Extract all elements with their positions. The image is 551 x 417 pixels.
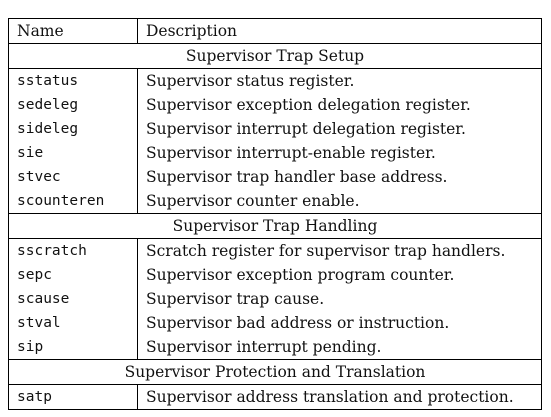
register-name: sie <box>8 141 138 165</box>
register-row: sip Supervisor interrupt pending. <box>8 335 542 360</box>
section-title: Supervisor Protection and Translation <box>8 359 542 385</box>
register-description: Supervisor trap cause. <box>137 287 542 311</box>
register-row: sepc Supervisor exception program counter… <box>8 263 542 287</box>
register-description: Supervisor exception delegation register… <box>137 93 542 117</box>
register-row: satp Supervisor address translation and p… <box>8 384 542 410</box>
register-row: stvec Supervisor trap handler base addres… <box>8 165 542 189</box>
register-description: Supervisor counter enable. <box>137 189 542 214</box>
register-description: Supervisor trap handler base address. <box>137 165 542 189</box>
register-description: Supervisor bad address or instruction. <box>137 311 542 335</box>
section-heading-row: Supervisor Protection and Translation <box>8 359 542 385</box>
section-title: Supervisor Trap Handling <box>8 213 542 239</box>
register-row: sedeleg Supervisor exception delegation r… <box>8 93 542 117</box>
register-table: Name Description Supervisor Trap Setup ss… <box>8 18 542 410</box>
register-row: stval Supervisor bad address or instructi… <box>8 311 542 335</box>
register-name: satp <box>8 384 138 410</box>
register-name: scounteren <box>8 189 138 214</box>
header-description: Description <box>137 18 542 44</box>
section-heading-row: Supervisor Trap Handling <box>8 213 542 239</box>
register-description: Scratch register for supervisor trap han… <box>137 238 542 263</box>
register-table-body: Name Description Supervisor Trap Setup ss… <box>8 18 542 410</box>
register-description: Supervisor exception program counter. <box>137 263 542 287</box>
register-name: sstatus <box>8 68 138 93</box>
register-description: Supervisor address translation and prote… <box>137 384 542 410</box>
register-row: sstatus Supervisor status register. <box>8 68 542 93</box>
register-name: sedeleg <box>8 93 138 117</box>
register-description: Supervisor interrupt delegation register… <box>137 117 542 141</box>
register-row: scause Supervisor trap cause. <box>8 287 542 311</box>
register-name: sideleg <box>8 117 138 141</box>
register-name: sepc <box>8 263 138 287</box>
header-name: Name <box>8 18 138 44</box>
register-name: stval <box>8 311 138 335</box>
register-name: scause <box>8 287 138 311</box>
register-row: scounteren Supervisor counter enable. <box>8 189 542 214</box>
register-name: stvec <box>8 165 138 189</box>
section-title: Supervisor Trap Setup <box>8 43 542 69</box>
register-description: Supervisor interrupt pending. <box>137 335 542 360</box>
register-name: sscratch <box>8 238 138 263</box>
register-row: sscratch Scratch register for supervisor … <box>8 238 542 263</box>
register-row: sideleg Supervisor interrupt delegation r… <box>8 117 542 141</box>
register-row: sie Supervisor interrupt-enable register. <box>8 141 542 165</box>
register-description: Supervisor interrupt-enable register. <box>137 141 542 165</box>
section-heading-row: Supervisor Trap Setup <box>8 43 542 69</box>
register-description: Supervisor status register. <box>137 68 542 93</box>
register-name: sip <box>8 335 138 360</box>
header-row: Name Description <box>8 18 542 44</box>
